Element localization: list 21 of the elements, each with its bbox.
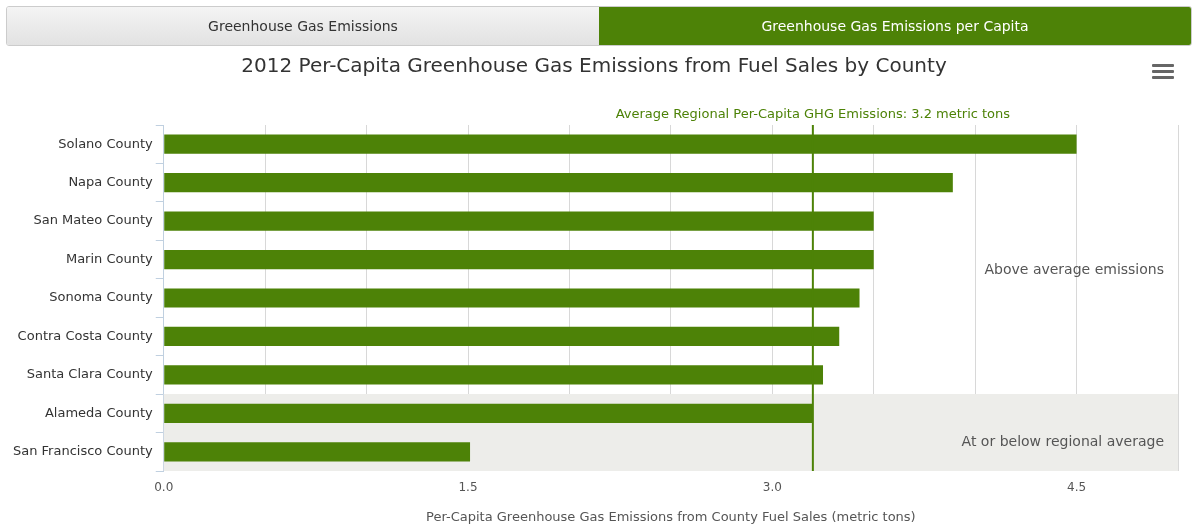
y-tick-label: San Francisco County <box>12 443 154 459</box>
x-tick-label: 1.5 <box>458 480 478 495</box>
bar <box>164 442 471 462</box>
x-axis-title: Per-Capita Greenhouse Gas Emissions from County Fuel Sales (metric tons) <box>426 508 916 524</box>
text: Greenhouse Gas Emissions <box>7 7 599 45</box>
band-label: At or below regional average <box>961 432 1164 449</box>
y-tick-label: Santa Clara County <box>26 366 154 382</box>
annotation: Above average emissions <box>984 260 1164 277</box>
text: Greenhouse Gas Emissions per Capita <box>599 7 1191 45</box>
y-tick-label: San Mateo County <box>33 212 154 228</box>
ref-line-label: Average Regional Per-Capita GHG Emissions: 3.2 metric tons <box>615 105 1011 121</box>
x-tick-label: 0.0 <box>154 480 174 495</box>
x-tick-label: 3.0 <box>762 480 782 495</box>
y-tick-label: Marin County <box>65 250 154 266</box>
chart-title: 2012 Per-Capita Greenhouse Gas Emissions from Fuel Sales by County <box>241 53 947 78</box>
y-tick-label: Contra Costa County <box>17 327 154 343</box>
x-tick-label: 4.5 <box>1067 480 1087 495</box>
y-tick-label: Napa County <box>68 174 154 190</box>
y-tick-label: Alameda County <box>44 404 154 420</box>
y-tick-label: Solano County <box>58 135 154 151</box>
y-tick-label: Sonoma County <box>49 289 154 305</box>
